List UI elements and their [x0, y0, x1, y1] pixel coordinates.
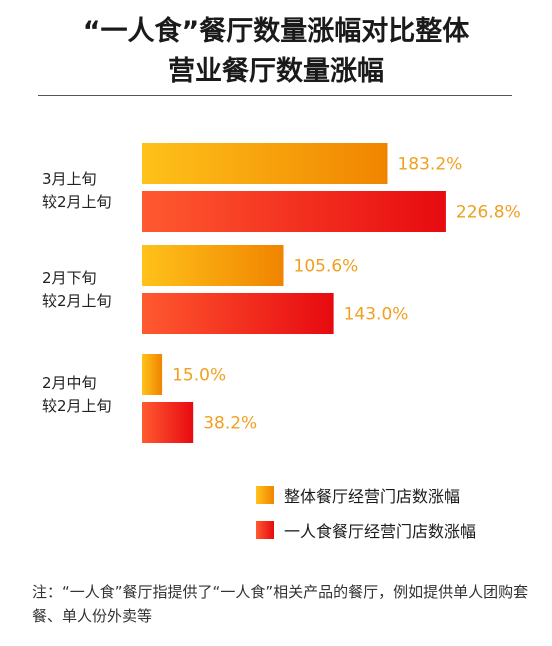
data-label-solo-3: 38.2% [203, 414, 257, 434]
legend-item-overall: 整体餐厅经营门店数涨幅 [256, 483, 460, 507]
bar-overall-2 [142, 245, 284, 286]
bar-solo-2 [142, 293, 334, 334]
title-divider [38, 95, 512, 96]
legend-label-solo: 一人食餐厅经营门店数涨幅 [284, 522, 477, 541]
chart-title-line-1: “一人食”餐厅数量涨幅对比整体 [82, 16, 470, 47]
data-label-overall-3: 15.0% [172, 366, 226, 386]
bar-chart: 183.2% 105.6% 15.0% 226.8% 143.0% 38.2% [142, 143, 521, 443]
category-label-3-line2: 较2月上旬 [42, 397, 112, 415]
legend-label-overall: 整体餐厅经营门店数涨幅 [284, 487, 461, 506]
data-label-overall-1: 183.2% [397, 155, 462, 175]
chart-title: “一人食”餐厅数量涨幅对比整体 营业餐厅数量涨幅 [0, 12, 552, 92]
legend-item-solo: 一人食餐厅经营门店数涨幅 [256, 518, 476, 542]
data-label-solo-2: 143.0% [344, 305, 409, 325]
category-label-2: 2月下旬 较2月上旬 [42, 267, 142, 313]
category-label-3-line1: 2月中旬 [42, 374, 97, 392]
category-label-3: 2月中旬 较2月上旬 [42, 372, 142, 418]
legend-swatch-overall [256, 486, 274, 504]
category-label-1-line2: 较2月上旬 [42, 193, 112, 211]
legend-swatch-solo [256, 521, 274, 539]
bar-overall-1 [142, 143, 388, 184]
category-label-1: 3月上旬 较2月上旬 [42, 168, 142, 214]
data-label-overall-2: 105.6% [294, 257, 359, 277]
category-label-2-line2: 较2月上旬 [42, 292, 112, 310]
category-label-1-line1: 3月上旬 [42, 170, 97, 188]
chart-title-line-2: 营业餐厅数量涨幅 [168, 56, 384, 87]
bar-overall-3 [142, 354, 163, 395]
category-label-2-line1: 2月下旬 [42, 269, 97, 287]
bar-solo-3 [142, 402, 194, 443]
data-label-solo-1: 226.8% [456, 203, 521, 223]
footnote: 注：“一人食”餐厅指提供了“一人食”相关产品的餐厅，例如提供单人团购套餐、单人份… [32, 583, 529, 625]
bar-solo-1 [142, 191, 446, 232]
